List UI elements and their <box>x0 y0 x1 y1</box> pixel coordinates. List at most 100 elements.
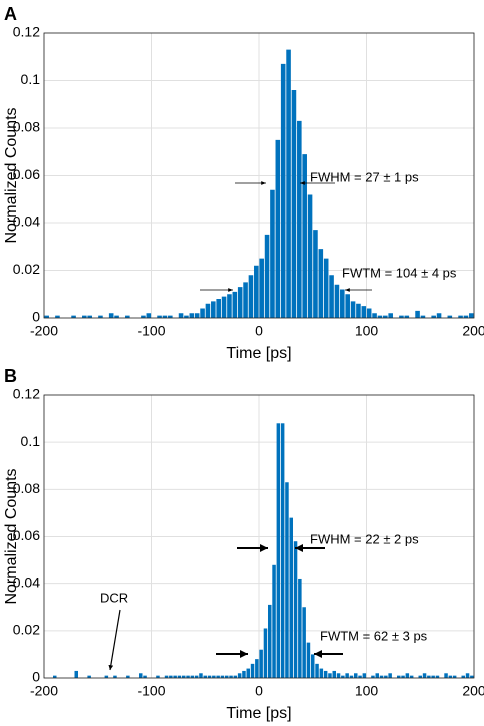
bar <box>329 275 334 318</box>
bar <box>232 291 238 318</box>
bar <box>114 315 119 318</box>
panel-label: A <box>4 4 17 24</box>
bar <box>436 313 442 318</box>
bar <box>186 675 190 678</box>
bar <box>205 303 211 318</box>
bar <box>384 675 388 678</box>
bar <box>216 675 220 678</box>
bar <box>178 313 184 318</box>
y-axis-label: Normalized Counts <box>3 107 20 243</box>
bar <box>356 303 361 318</box>
bar <box>401 675 405 678</box>
bar <box>194 675 199 678</box>
bar <box>104 675 109 678</box>
bar <box>431 315 436 318</box>
bar <box>405 673 410 678</box>
bar <box>379 675 384 678</box>
y-tick-label: 0.08 <box>13 119 40 135</box>
bar <box>199 673 203 678</box>
bar <box>203 675 207 678</box>
bar <box>125 315 130 318</box>
bar <box>448 675 453 678</box>
bar <box>323 670 328 678</box>
bar <box>341 675 345 678</box>
x-tick-label: -100 <box>137 323 165 339</box>
bar <box>447 315 453 318</box>
bar <box>220 675 225 678</box>
y-tick-label: 0.08 <box>13 480 40 496</box>
bar <box>237 673 242 678</box>
bar <box>44 315 49 318</box>
bar <box>221 296 227 318</box>
x-tick-label: 100 <box>355 683 379 699</box>
y-axis-label: Normalized Counts <box>3 468 20 604</box>
bar <box>383 315 388 318</box>
annotation: FWHM = 22 ± 2 ps <box>310 531 419 546</box>
bar <box>248 275 254 318</box>
bar <box>268 604 272 678</box>
bar <box>318 249 324 318</box>
bar <box>126 675 130 678</box>
annotation: FWHM = 27 ± 1 ps <box>310 169 419 184</box>
plot-frame <box>43 32 475 319</box>
bar <box>242 670 246 678</box>
bar <box>87 315 92 318</box>
y-tick-label: 0.12 <box>13 386 40 402</box>
x-tick-label: 0 <box>255 683 263 699</box>
bar <box>216 299 221 318</box>
bar <box>139 673 143 678</box>
bar <box>53 675 57 678</box>
bar <box>237 287 243 318</box>
bar <box>358 675 362 678</box>
bar <box>169 675 173 678</box>
bar <box>243 282 248 318</box>
annotation: DCR <box>100 590 128 605</box>
y-tick-label: 0.02 <box>13 261 40 277</box>
bar <box>388 673 392 678</box>
bar <box>143 675 147 678</box>
bar <box>388 313 393 318</box>
bar <box>323 258 329 318</box>
bar <box>82 315 87 318</box>
bar <box>291 90 297 318</box>
bar <box>146 313 152 318</box>
bar <box>74 670 78 678</box>
bar <box>465 673 470 678</box>
bar <box>336 673 341 678</box>
bar <box>207 675 212 678</box>
y-tick-label: 0.02 <box>13 622 40 638</box>
bar <box>371 675 375 678</box>
bar <box>157 315 162 318</box>
bar <box>463 315 469 318</box>
bar <box>250 663 255 678</box>
bar <box>113 675 117 678</box>
bar <box>319 668 324 678</box>
bar <box>87 675 91 678</box>
bar <box>313 230 318 318</box>
bar <box>275 139 281 318</box>
annotation: FWTM = 62 ± 3 ps <box>320 628 428 643</box>
bar <box>189 313 195 318</box>
bar <box>259 258 264 318</box>
bar <box>55 315 60 318</box>
bar <box>470 675 474 678</box>
bar <box>272 564 276 678</box>
bar <box>297 120 302 318</box>
bar <box>315 663 319 678</box>
x-tick-label: -200 <box>30 323 58 339</box>
x-tick-label: 0 <box>255 323 263 339</box>
bar <box>404 315 410 318</box>
bar <box>444 673 448 678</box>
bar <box>285 482 289 678</box>
bar <box>366 308 372 318</box>
bar <box>409 675 414 678</box>
bar <box>431 675 435 678</box>
bar <box>418 675 422 678</box>
bar <box>286 49 291 318</box>
bar <box>427 675 431 678</box>
bar <box>349 675 354 678</box>
bar <box>200 308 205 318</box>
x-tick-label: -200 <box>30 683 58 699</box>
bar <box>98 315 103 318</box>
